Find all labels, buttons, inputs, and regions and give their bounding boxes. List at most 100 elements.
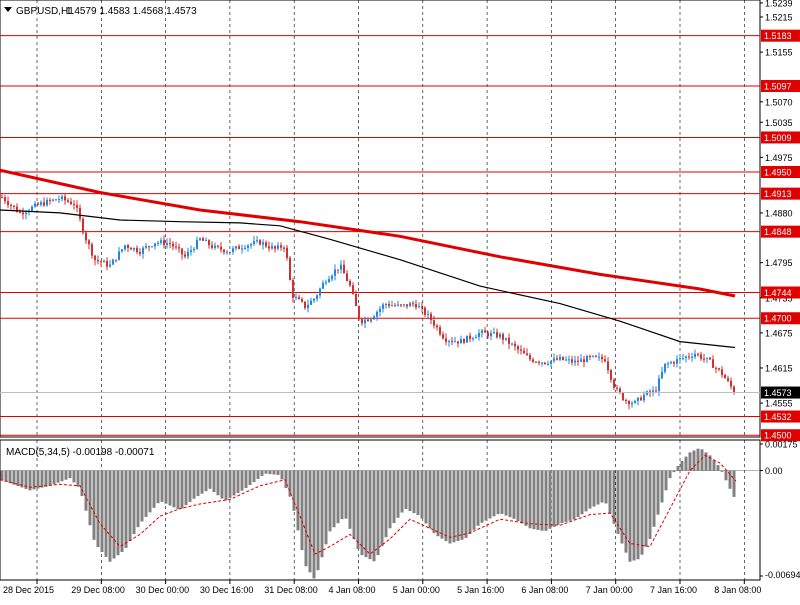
- candle-body: [523, 350, 525, 354]
- candle-body: [40, 202, 42, 205]
- candle-body: [505, 337, 507, 340]
- candle-body: [592, 355, 594, 357]
- macd-bar: [464, 470, 468, 538]
- price-axis-label: 1.5215: [765, 12, 793, 22]
- macd-bar: [236, 470, 240, 494]
- candle-body: [364, 319, 366, 324]
- macd-bar: [260, 470, 264, 476]
- candle-body: [250, 243, 252, 246]
- candle-body: [16, 206, 18, 212]
- macd-bar: [436, 470, 440, 537]
- macd-bar: [572, 470, 576, 520]
- candle-body: [52, 199, 54, 201]
- macd-bar: [172, 470, 176, 508]
- macd-bar: [352, 470, 356, 539]
- candle-body: [22, 212, 24, 215]
- candle-body: [403, 304, 405, 306]
- macd-bar: [552, 470, 556, 527]
- candle-body: [142, 247, 144, 254]
- candle-body: [550, 360, 552, 364]
- candle-body: [316, 295, 318, 299]
- macd-bar: [692, 450, 696, 471]
- macd-bar: [372, 470, 376, 562]
- macd-bar: [252, 470, 256, 482]
- candle-body: [151, 246, 153, 248]
- level-tag-box: [761, 165, 800, 178]
- macd-bar: [100, 470, 104, 552]
- macd-bar: [468, 470, 472, 534]
- candle-body: [394, 305, 396, 307]
- macd-bar: [556, 470, 560, 525]
- candle-body: [274, 246, 276, 249]
- candle-body: [349, 281, 351, 286]
- candle-body: [37, 203, 39, 205]
- candle-body: [154, 243, 156, 247]
- candle-body: [115, 259, 117, 261]
- candle-body: [727, 378, 729, 381]
- macd-bar: [456, 470, 460, 542]
- candle-body: [418, 306, 420, 308]
- candle-body: [214, 245, 216, 248]
- macd-bar: [132, 470, 136, 535]
- candle-body: [208, 240, 210, 246]
- macd-bar: [92, 470, 96, 540]
- macd-bar: [560, 470, 564, 524]
- level-tag-label: 1.4913: [764, 189, 792, 199]
- candle-body: [652, 390, 654, 393]
- macd-bar: [564, 470, 568, 522]
- candle-body: [367, 319, 369, 322]
- macd-bar: [276, 470, 280, 475]
- candle-body: [562, 356, 564, 360]
- macd-bar: [588, 470, 592, 509]
- candle-body: [511, 343, 513, 345]
- candle-body: [145, 246, 147, 248]
- candle-body: [466, 335, 468, 343]
- candle-body: [25, 212, 27, 215]
- level-tag-box: [761, 131, 800, 144]
- macd-bar: [228, 470, 232, 498]
- candle-body: [202, 238, 204, 241]
- candle-body: [259, 240, 261, 245]
- candle-body: [685, 356, 687, 358]
- macd-bar: [240, 470, 244, 491]
- candle-body: [175, 246, 177, 248]
- macd-bar: [140, 470, 144, 522]
- candle-body: [730, 380, 732, 387]
- horizontal-levels: [0, 35, 760, 436]
- candle-body: [640, 397, 642, 401]
- candle-body: [469, 335, 471, 339]
- candle-body: [700, 354, 702, 359]
- macd-bar: [312, 470, 316, 579]
- macd-bar: [308, 470, 312, 573]
- macd-bar: [28, 470, 32, 491]
- candle-body: [493, 332, 495, 334]
- candle-body: [112, 259, 114, 265]
- macd-bar: [512, 470, 516, 519]
- candle-body: [73, 204, 75, 206]
- macd-bar: [584, 470, 588, 512]
- vertical-grid: [36, 0, 745, 580]
- candle-body: [133, 247, 135, 250]
- symbol-dropdown-icon[interactable]: [4, 7, 12, 12]
- candle-body: [517, 346, 519, 350]
- candle-body: [622, 392, 624, 401]
- macd-bar: [452, 470, 456, 543]
- candle-body: [589, 356, 591, 358]
- candle-body: [676, 359, 678, 364]
- candle-body: [400, 304, 402, 306]
- macd-bar: [268, 470, 272, 475]
- macd-bar: [76, 470, 80, 487]
- price-panel[interactable]: [0, 0, 761, 438]
- candle-body: [712, 359, 714, 368]
- macd-bar: [700, 449, 704, 471]
- candle-body: [583, 359, 585, 363]
- candle-body: [220, 246, 222, 250]
- candle-body: [568, 359, 570, 361]
- time-label: 30 Dec 16:00: [200, 585, 254, 595]
- macd-bar: [516, 470, 520, 522]
- time-label: 6 Jan 08:00: [521, 585, 568, 595]
- candle-body: [247, 245, 249, 248]
- macd-bar: [60, 470, 64, 482]
- candle-body: [385, 304, 387, 306]
